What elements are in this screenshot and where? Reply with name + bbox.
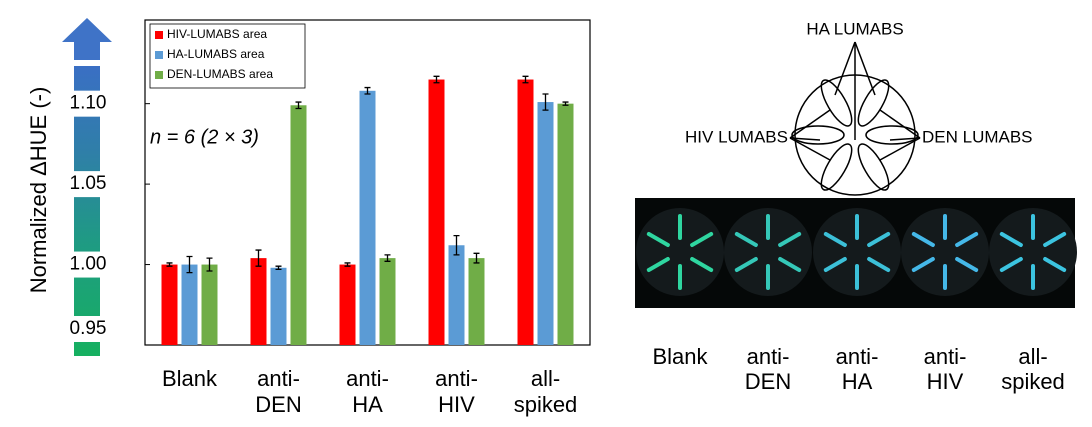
photo-label: anti- [747, 344, 790, 369]
photo-label: spiked [1001, 369, 1065, 394]
photo-spoke [778, 257, 802, 272]
legend-label: HA-LUMABS area [167, 47, 265, 61]
photo-spoke [1043, 232, 1067, 247]
bar [428, 79, 445, 346]
error-bar [542, 93, 549, 111]
error-bar [344, 262, 351, 267]
x-tick-label: Blank [162, 366, 218, 391]
photo-wheel [989, 208, 1077, 296]
bar [161, 264, 178, 345]
y-axis-label: Normalized ΔHUE (-) [26, 87, 51, 294]
bar [290, 105, 307, 345]
error-bar [384, 254, 391, 262]
photo-spoke [646, 257, 670, 272]
diagram-label: HA LUMABS [806, 19, 903, 38]
photo-spoke [690, 257, 714, 272]
x-tick-label: spiked [514, 392, 578, 417]
legend-label: HIV-LUMABS area [167, 27, 267, 41]
error-bar [206, 257, 213, 272]
photo-label: anti- [836, 344, 879, 369]
hue-arrow [62, 18, 112, 60]
x-tick-label: HA [352, 392, 383, 417]
legend-swatch [155, 71, 163, 79]
x-tick-label: all- [531, 366, 560, 391]
bar [517, 79, 534, 346]
bar [270, 267, 287, 345]
photo-label: Blank [652, 344, 708, 369]
bar [537, 102, 554, 345]
bar [359, 90, 376, 345]
annotation: n = 6 (2 × 3) [150, 126, 259, 148]
photo-label: all- [1018, 344, 1047, 369]
photo-label: HIV [927, 369, 964, 394]
y-tick-label-bg [66, 90, 110, 117]
x-tick-label: anti- [257, 366, 300, 391]
photo-spoke [955, 232, 979, 247]
photo-spoke [999, 232, 1023, 247]
photo-spoke [823, 232, 847, 247]
photo-spoke [823, 257, 847, 272]
bar [181, 264, 198, 345]
lumabs-diagram [789, 41, 921, 196]
x-tick-label: anti- [435, 366, 478, 391]
error-bar [364, 86, 371, 95]
error-bar [295, 101, 302, 110]
legend-swatch [155, 51, 163, 59]
bar [201, 264, 218, 345]
photo-spoke [646, 232, 670, 247]
x-tick-label: DEN [255, 392, 301, 417]
legend-swatch [155, 31, 163, 39]
x-tick-label: anti- [346, 366, 389, 391]
error-bar [433, 75, 440, 84]
legend-label: DEN-LUMABS area [167, 67, 273, 81]
photo-label: DEN [745, 369, 791, 394]
photo-wheel [636, 208, 724, 296]
error-bar [562, 101, 569, 106]
y-tick-label: 1.05 [70, 173, 107, 194]
error-bar [166, 262, 173, 267]
photo-spoke [690, 232, 714, 247]
photo-wheel [724, 208, 812, 296]
photo-wheels [636, 208, 1077, 296]
photo-spoke [999, 257, 1023, 272]
y-tick-label-bg [66, 316, 110, 342]
y-tick-label: 0.95 [70, 318, 107, 339]
photo-spoke [734, 257, 758, 272]
error-bar [255, 249, 262, 267]
error-bar [453, 234, 460, 256]
error-bar [186, 255, 193, 274]
diagram-label: DEN LUMABS [922, 127, 1033, 146]
photo-spoke [955, 257, 979, 272]
bar [448, 245, 465, 345]
bar [250, 258, 267, 345]
bar [339, 264, 356, 345]
photo-spoke [911, 257, 935, 272]
bar [468, 258, 485, 345]
photo-label: HA [842, 369, 873, 394]
photo-spoke [734, 232, 758, 247]
y-tick-label: 1.00 [70, 254, 107, 275]
bar [379, 258, 396, 345]
photo-spoke [1043, 257, 1067, 272]
x-tick-label: HIV [438, 392, 475, 417]
bar [557, 103, 574, 346]
error-bar [473, 252, 480, 264]
error-bar [275, 265, 282, 271]
photo-spoke [867, 257, 891, 272]
y-tick-label: 1.10 [70, 93, 107, 114]
photo-spoke [867, 232, 891, 247]
photo-wheel [901, 208, 989, 296]
diagram-label: HIV LUMABS [685, 127, 788, 146]
photo-spoke [778, 232, 802, 247]
photo-label: anti- [924, 344, 967, 369]
y-tick-label-bg [66, 171, 110, 198]
photo-wheel [813, 208, 901, 296]
y-tick-label-bg [66, 251, 110, 278]
legend [149, 23, 306, 89]
error-bar [522, 75, 529, 84]
photo-spoke [911, 232, 935, 247]
